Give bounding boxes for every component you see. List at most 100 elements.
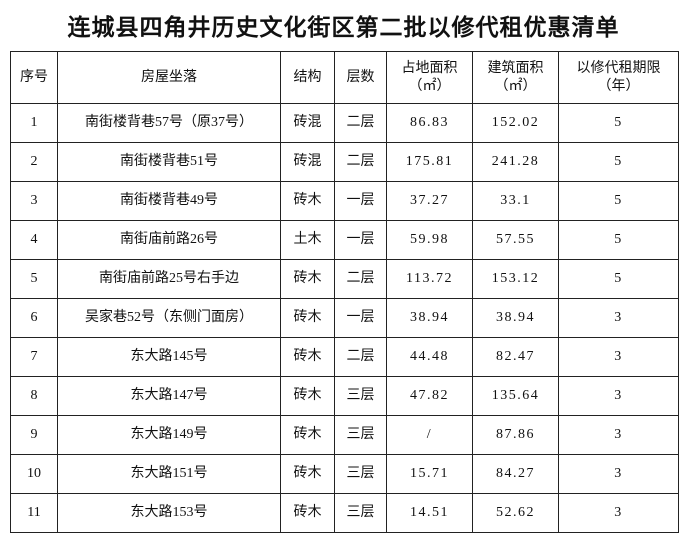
table-cell: 南街楼背巷51号 xyxy=(57,142,281,182)
table-row: 11 东大路153号 砖木 三层 14.51 52.62 3 xyxy=(10,493,679,533)
table-cell: 3 xyxy=(558,493,679,533)
table-cell: 241.28 xyxy=(472,142,559,182)
column-header: 建筑面积 （㎡） xyxy=(472,51,559,104)
header-line: 层数 xyxy=(346,69,375,85)
column-header: 结构 xyxy=(280,51,335,104)
table-cell: 10 xyxy=(10,454,58,494)
table-cell: 三层 xyxy=(334,454,387,494)
table-cell: 3 xyxy=(558,298,679,338)
header-line: 房屋坐落 xyxy=(141,69,197,85)
table-cell: 东大路153号 xyxy=(57,493,281,533)
table-cell: 1 xyxy=(10,103,58,143)
table-cell: 175.81 xyxy=(386,142,473,182)
header-line: （年） xyxy=(597,78,640,94)
table-cell: 南街楼背巷49号 xyxy=(57,181,281,221)
header-line: 建筑面积 xyxy=(487,60,544,76)
table-cell: 7 xyxy=(10,337,58,377)
table-cell: 5 xyxy=(10,259,58,299)
header-line: 序号 xyxy=(20,69,48,85)
table-cell: 15.71 xyxy=(386,454,473,494)
table-cell: 砖木 xyxy=(280,493,335,533)
column-header: 以修代租期限 （年） xyxy=(558,51,679,104)
document-title: 连城县四角井历史文化街区第二批以修代租优惠清单 xyxy=(67,15,620,40)
table-cell: 一层 xyxy=(334,298,387,338)
table-cell: 5 xyxy=(558,259,679,299)
table-cell: 38.94 xyxy=(472,298,559,338)
table-cell: 吴家巷52号（东侧门面房） xyxy=(57,298,281,338)
table-cell: 二层 xyxy=(334,259,387,299)
table-cell: 砖木 xyxy=(280,415,335,455)
table-cell: 6 xyxy=(10,298,58,338)
table-row: 9 东大路149号 砖木 三层/87.86 3 xyxy=(10,415,679,455)
table-cell: 东大路151号 xyxy=(57,454,281,494)
table-row: 10 东大路151号 砖木 三层 15.71 84.27 3 xyxy=(10,454,679,494)
header-line: 以修代租期限 xyxy=(576,60,661,76)
header-line: 结构 xyxy=(293,69,322,85)
table-cell: 三层 xyxy=(334,493,387,533)
table-cell: 砖木 xyxy=(280,181,335,221)
header-line: （㎡） xyxy=(494,78,537,94)
table-cell: 4 xyxy=(10,220,58,260)
table-cell: 47.82 xyxy=(386,376,473,416)
column-header: 序号 xyxy=(10,51,58,104)
table-cell: 三层 xyxy=(334,415,387,455)
table-cell: 南街庙前路25号右手边 xyxy=(57,259,281,299)
table-cell: 37.27 xyxy=(386,181,473,221)
header-row: 序号 房屋坐落 结构 层数 占地面积 （㎡） 建筑面积 （㎡） 以修代租期限 （年） xyxy=(10,51,679,104)
table-cell: 153.12 xyxy=(472,259,559,299)
table-cell: 59.98 xyxy=(386,220,473,260)
column-header: 房屋坐落 xyxy=(57,51,281,104)
table-cell: 砖木 xyxy=(280,454,335,494)
table-cell: 52.62 xyxy=(472,493,559,533)
table-cell: 二层 xyxy=(334,103,387,143)
table-cell: 东大路147号 xyxy=(57,376,281,416)
table-row: 5 南街庙前路25号右手边 砖木 二层 113.72 153.12 5 xyxy=(10,259,679,299)
table-cell: 三层 xyxy=(334,376,387,416)
table-cell: 33.1 xyxy=(472,181,559,221)
table-cell: 二层 xyxy=(334,142,387,182)
table-cell: 3 xyxy=(10,181,58,221)
table-cell: 5 xyxy=(558,181,679,221)
table-cell: 砖木 xyxy=(280,337,335,377)
table-cell: 2 xyxy=(10,142,58,182)
column-header: 层数 xyxy=(334,51,387,104)
table-cell: 一层 xyxy=(334,181,387,221)
table-cell: 一层 xyxy=(334,220,387,260)
table-body: 1 南街楼背巷57号（原37号） 砖混 二层 86.83 152.02 5 2 南街楼背巷51号… xyxy=(10,103,679,533)
table-cell: 3 xyxy=(558,415,679,455)
table-cell: 87.86 xyxy=(472,415,559,455)
table-cell: 土木 xyxy=(280,220,335,260)
table-cell: 44.48 xyxy=(386,337,473,377)
table-cell: 5 xyxy=(558,220,679,260)
table-cell: 14.51 xyxy=(386,493,473,533)
table-cell: 砖木 xyxy=(280,376,335,416)
table-cell: 5 xyxy=(558,103,679,143)
header-line: 占地面积 xyxy=(401,60,458,76)
column-header: 占地面积 （㎡） xyxy=(386,51,473,104)
table-cell: 113.72 xyxy=(386,259,473,299)
table-row: 2 南街楼背巷51号 砖混 二层 175.81 241.28 5 xyxy=(10,142,679,182)
header-line: （㎡） xyxy=(408,78,451,94)
table-cell: 砖混 xyxy=(280,103,335,143)
table-cell: 152.02 xyxy=(472,103,559,143)
table-row: 8 东大路147号 砖木 三层 47.82 135.64 3 xyxy=(10,376,679,416)
table-row: 1 南街楼背巷57号（原37号） 砖混 二层 86.83 152.02 5 xyxy=(10,103,679,143)
table-cell: 东大路145号 xyxy=(57,337,281,377)
table: 序号 房屋坐落 结构 层数 占地面积 （㎡） 建筑面积 （㎡） 以修代租期限 （年） 1 南街楼背巷… xyxy=(10,51,679,533)
table-row: 3 南街楼背巷49号 砖木 一层 37.27 33.1 5 xyxy=(10,181,679,221)
table-cell: 3 xyxy=(558,454,679,494)
table-cell: 东大路149号 xyxy=(57,415,281,455)
table-cell: 砖木 xyxy=(280,298,335,338)
table-cell: 84.27 xyxy=(472,454,559,494)
table-cell: 砖混 xyxy=(280,142,335,182)
table-cell: 11 xyxy=(10,493,58,533)
table-cell: 38.94 xyxy=(386,298,473,338)
table-cell: 南街庙前路26号 xyxy=(57,220,281,260)
table-cell: / xyxy=(386,415,473,455)
table-cell: 82.47 xyxy=(472,337,559,377)
table-row: 6 吴家巷52号（东侧门面房） 砖木 一层 38.94 38.94 3 xyxy=(10,298,679,338)
table-cell: 砖木 xyxy=(280,259,335,299)
table-cell: 57.55 xyxy=(472,220,559,260)
table-cell: 5 xyxy=(558,142,679,182)
